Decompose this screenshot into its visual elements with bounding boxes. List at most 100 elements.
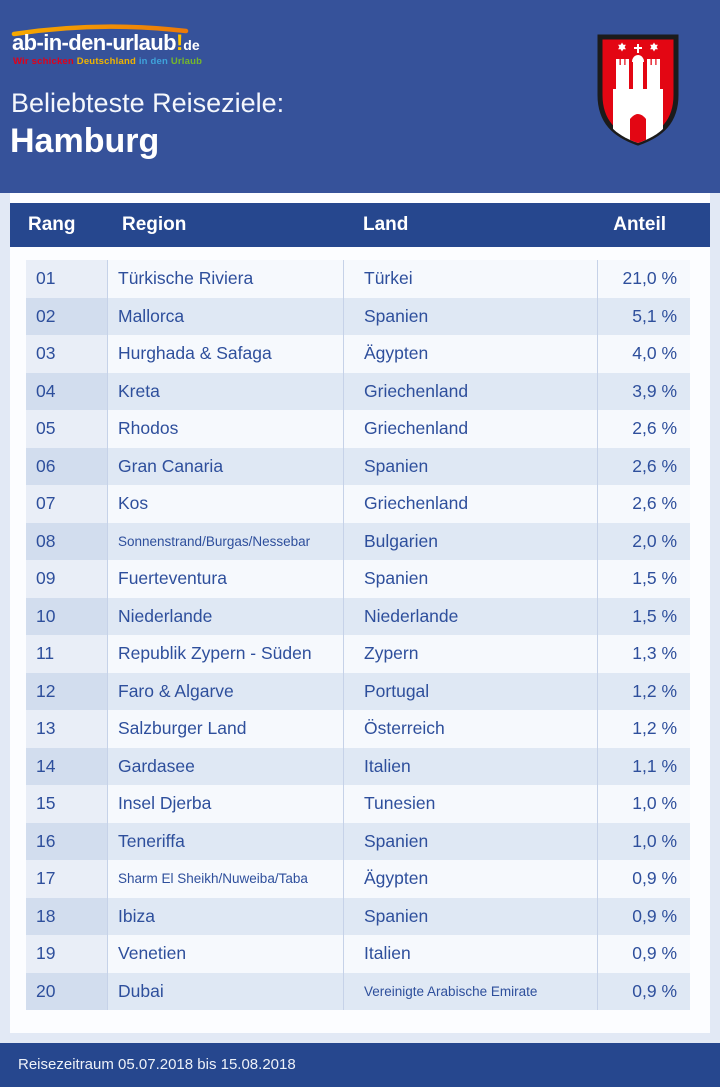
cell-rang: 09 xyxy=(26,560,107,598)
table-row: 06 Gran Canaria Spanien 2,6 % xyxy=(26,447,690,485)
column-header-land: Land xyxy=(363,214,409,235)
cell-region: Teneriffa xyxy=(107,822,343,860)
cell-land: Spanien xyxy=(343,822,597,860)
table-header: Rang Region Land Anteil xyxy=(10,203,710,247)
cell-rang: 02 xyxy=(26,297,107,335)
cell-region: Venetien xyxy=(107,935,343,973)
tagline-word: Deutschland xyxy=(76,56,139,67)
cell-land: Spanien xyxy=(343,560,597,598)
hamburg-crest-icon xyxy=(597,34,679,146)
cell-land: Spanien xyxy=(343,297,597,335)
column-header-rang: Rang xyxy=(28,214,76,235)
cell-rang: 18 xyxy=(26,897,107,935)
cell-region: Gardasee xyxy=(107,747,343,785)
cell-rang: 13 xyxy=(26,710,107,748)
cell-anteil: 1,2 % xyxy=(597,672,690,710)
logo-exclamation: ! xyxy=(175,30,184,55)
page-subtitle: Beliebteste Reiseziele: xyxy=(11,88,285,118)
cell-land: Tunesien xyxy=(343,785,597,823)
cell-region: Gran Canaria xyxy=(107,447,343,485)
cell-land: Italien xyxy=(343,935,597,973)
cell-land: Italien xyxy=(343,747,597,785)
cell-anteil: 2,0 % xyxy=(597,522,690,560)
cell-anteil: 21,0 % xyxy=(597,260,690,298)
cell-region: Faro & Algarve xyxy=(107,672,343,710)
table-row: 18 Ibiza Spanien 0,9 % xyxy=(26,897,690,935)
cell-rang: 15 xyxy=(26,785,107,823)
cell-anteil: 2,6 % xyxy=(597,447,690,485)
table-row: 12 Faro & Algarve Portugal 1,2 % xyxy=(26,672,690,710)
cell-land: Zypern xyxy=(343,635,597,673)
logo-swoosh-icon xyxy=(11,24,189,37)
cell-land: Griechenland xyxy=(343,485,597,523)
cell-region: Türkische Riviera xyxy=(107,260,343,298)
cell-rang: 19 xyxy=(26,935,107,973)
cell-rang: 04 xyxy=(26,372,107,410)
table-body: 01 Türkische Riviera Türkei 21,0 % 02 Ma… xyxy=(26,260,690,1010)
table-row: 09 Fuerteventura Spanien 1,5 % xyxy=(26,560,690,598)
cell-land: Türkei xyxy=(343,260,597,298)
cell-region: Kreta xyxy=(107,372,343,410)
tagline-word: Wir schicken xyxy=(13,56,77,67)
logo-text: ab-in-den-urlaub!de xyxy=(12,30,200,56)
table-row: 08 Sonnenstrand/Burgas/Nessebar Bulgarie… xyxy=(26,522,690,560)
cell-anteil: 2,6 % xyxy=(597,485,690,523)
logo-tld: de xyxy=(183,37,200,53)
table-row: 04 Kreta Griechenland 3,9 % xyxy=(26,372,690,410)
cell-land: Ägypten xyxy=(343,335,597,373)
table-row: 19 Venetien Italien 0,9 % xyxy=(26,935,690,973)
logo-main: ab-in-den-urlaub xyxy=(12,30,177,55)
footer-text: Reisezeitraum 05.07.2018 bis 15.08.2018 xyxy=(18,1056,296,1073)
cell-rang: 14 xyxy=(26,747,107,785)
page-title: Hamburg xyxy=(10,122,160,160)
cell-anteil: 0,9 % xyxy=(597,972,690,1010)
table-row: 11 Republik Zypern - Süden Zypern 1,3 % xyxy=(26,635,690,673)
cell-rang: 01 xyxy=(26,260,107,298)
logo-tagline: Wir schicken Deutschland in den Urlaub xyxy=(13,56,202,67)
table-row: 17 Sharm El Sheikh/Nuweiba/Taba Ägypten … xyxy=(26,860,690,898)
cell-land: Ägypten xyxy=(343,860,597,898)
cell-rang: 10 xyxy=(26,597,107,635)
cell-rang: 16 xyxy=(26,822,107,860)
column-header-region: Region xyxy=(122,214,187,235)
cell-anteil: 0,9 % xyxy=(597,860,690,898)
cell-region: Republik Zypern - Süden xyxy=(107,635,343,673)
cell-region: Fuerteventura xyxy=(107,560,343,598)
cell-land: Vereinigte Arabische Emirate xyxy=(343,972,597,1010)
table-card: Rang Region Land Anteil 01 Türkische Riv… xyxy=(10,193,710,1033)
cell-rang: 12 xyxy=(26,672,107,710)
cell-land: Griechenland xyxy=(343,372,597,410)
table-row: 14 Gardasee Italien 1,1 % xyxy=(26,747,690,785)
tagline-word: in den xyxy=(138,56,171,67)
cell-region: Mallorca xyxy=(107,297,343,335)
cell-land: Spanien xyxy=(343,447,597,485)
cell-region: Kos xyxy=(107,485,343,523)
cell-anteil: 1,5 % xyxy=(597,597,690,635)
cell-land: Portugal xyxy=(343,672,597,710)
cell-anteil: 4,0 % xyxy=(597,335,690,373)
table-row: 16 Teneriffa Spanien 1,0 % xyxy=(26,822,690,860)
cell-anteil: 1,5 % xyxy=(597,560,690,598)
cell-land: Österreich xyxy=(343,710,597,748)
cell-anteil: 1,3 % xyxy=(597,635,690,673)
cell-rang: 20 xyxy=(26,972,107,1010)
cell-region: Salzburger Land xyxy=(107,710,343,748)
cell-rang: 06 xyxy=(26,447,107,485)
cell-region: Dubai xyxy=(107,972,343,1010)
cell-anteil: 0,9 % xyxy=(597,935,690,973)
cell-anteil: 1,1 % xyxy=(597,747,690,785)
column-header-anteil: Anteil xyxy=(613,214,666,235)
cell-rang: 08 xyxy=(26,522,107,560)
cell-anteil: 1,2 % xyxy=(597,710,690,748)
table-row: 03 Hurghada & Safaga Ägypten 4,0 % xyxy=(26,335,690,373)
cell-region: Sharm El Sheikh/Nuweiba/Taba xyxy=(107,860,343,898)
table-row: 13 Salzburger Land Österreich 1,2 % xyxy=(26,710,690,748)
cell-rang: 11 xyxy=(26,635,107,673)
table-row: 07 Kos Griechenland 2,6 % xyxy=(26,485,690,523)
cell-region: Ibiza xyxy=(107,897,343,935)
cell-anteil: 0,9 % xyxy=(597,897,690,935)
cell-region: Hurghada & Safaga xyxy=(107,335,343,373)
cell-anteil: 2,6 % xyxy=(597,410,690,448)
cell-rang: 17 xyxy=(26,860,107,898)
